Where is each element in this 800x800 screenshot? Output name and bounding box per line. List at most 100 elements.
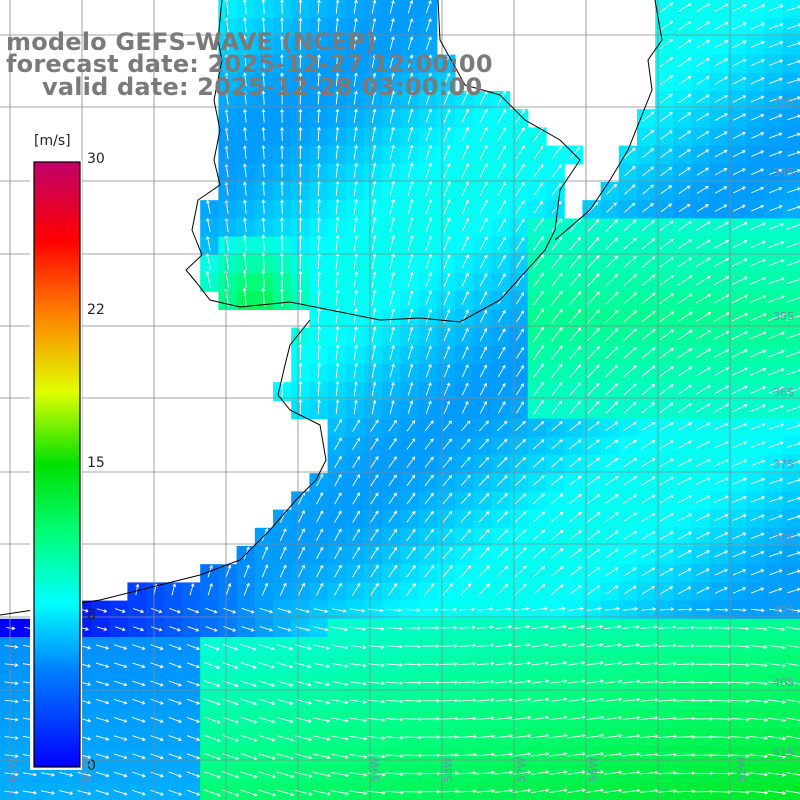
wind-arrow: [371, 145, 376, 160]
wind-arrow-head: [409, 72, 414, 77]
wind-arrow: [262, 17, 265, 33]
wind-arrow-head: [14, 681, 19, 686]
wind-arrow-head: [486, 565, 490, 569]
wind-arrow: [371, 54, 376, 69]
wind-arrow-head: [381, 699, 386, 704]
wind-arrow-head: [596, 291, 600, 296]
wind-arrow: [114, 608, 126, 613]
wind-arrow-head: [354, 198, 359, 203]
wind-arrow: [678, 586, 691, 595]
wind-arrow: [695, 459, 711, 467]
wind-arrow-head: [581, 624, 586, 629]
wind-arrow-head: [279, 234, 284, 239]
wind-arrow-head: [196, 719, 201, 723]
wind-arrow: [515, 255, 525, 269]
wind-arrow-head: [520, 364, 524, 369]
wind-arrow: [495, 608, 511, 611]
wind-arrow-head: [577, 364, 582, 368]
wind-arrow-head: [520, 383, 524, 387]
wind-arrow-head: [400, 772, 405, 777]
wind-arrow-head: [651, 220, 656, 224]
wind-arrow-head: [502, 328, 506, 333]
wind-arrow: [294, 753, 312, 759]
wind-arrow-head: [280, 72, 284, 76]
wind-arrow: [479, 273, 488, 287]
wind-arrow: [186, 680, 200, 686]
wind-arrow: [407, 254, 413, 269]
wind-arrow-head: [196, 737, 201, 742]
wind-arrow-head: [782, 663, 787, 668]
wind-arrow: [713, 385, 729, 395]
wind-arrow: [641, 458, 656, 468]
wind-arrow: [749, 754, 768, 757]
wind-arrow: [677, 513, 692, 522]
lon-label: 55W: [735, 757, 748, 782]
wind-arrow-head: [764, 717, 769, 722]
wind-arrow-head: [723, 149, 728, 154]
wind-arrow: [749, 645, 767, 648]
wind-arrow: [317, 0, 320, 14]
wind-arrow: [731, 736, 750, 739]
wind-arrow: [478, 511, 490, 523]
wind-arrow: [732, 423, 747, 431]
wind-arrow: [407, 345, 413, 360]
wind-arrow-head: [217, 756, 221, 761]
wind-arrow-head: [227, 564, 232, 569]
wind-arrow: [186, 771, 200, 777]
wind-arrow-head: [686, 167, 691, 171]
wind-arrow-head: [595, 400, 600, 405]
wind-arrow-head: [762, 367, 767, 372]
wind-arrow-head: [253, 774, 258, 779]
wind-arrow: [787, 187, 800, 193]
wind-arrow-head: [454, 680, 459, 685]
wind-arrow-head: [317, 307, 321, 312]
wind-arrow-head: [522, 475, 527, 479]
wind-arrow-head: [618, 752, 623, 756]
wind-arrow: [658, 772, 677, 775]
wind-arrow: [732, 40, 747, 49]
wind-arrow: [677, 221, 692, 231]
wind-cell: [273, 782, 292, 800]
wind-arrow-head: [670, 274, 674, 279]
wind-arrow-head: [391, 381, 395, 386]
wind-arrow: [279, 528, 287, 542]
wind-arrow-head: [195, 627, 200, 632]
wind-arrow-head: [356, 437, 360, 442]
wind-arrow: [244, 127, 247, 141]
wind-arrow: [587, 439, 600, 450]
wind-arrow-head: [15, 754, 19, 758]
wind-arrow-head: [564, 788, 568, 793]
wind-arrow: [750, 404, 766, 413]
wind-arrow: [460, 583, 472, 596]
wind-arrow-head: [651, 512, 656, 517]
wind-arrow-head: [709, 789, 714, 794]
wind-arrow-head: [558, 164, 562, 168]
wind-arrow-head: [446, 272, 451, 277]
wind-arrow: [221, 752, 239, 760]
wind-arrow: [348, 772, 367, 776]
wind-arrow: [605, 494, 619, 504]
wind-arrow: [187, 626, 199, 632]
wind-arrow-head: [307, 646, 312, 651]
wind-arrow-head: [596, 493, 601, 498]
wind-arrow-head: [417, 662, 422, 667]
wind-arrow: [353, 235, 357, 251]
wind-arrow: [732, 150, 746, 158]
wind-arrow: [768, 23, 783, 30]
wind-arrow-head: [409, 271, 414, 276]
wind-arrow-head: [724, 477, 729, 481]
wind-arrow-head: [409, 126, 414, 131]
wind-arrow: [695, 239, 711, 249]
wind-arrow-head: [335, 271, 340, 275]
wind-arrow-head: [706, 58, 710, 62]
wind-arrow-head: [527, 715, 532, 720]
wind-arrow: [696, 39, 710, 49]
wind-arrow: [262, 145, 265, 160]
wind-arrow-head: [472, 661, 477, 666]
wind-arrow-head: [280, 181, 284, 185]
wind-arrow-head: [430, 528, 435, 533]
wind-arrow-head: [760, 77, 765, 81]
wind-arrow: [569, 566, 582, 577]
wind-arrow-head: [577, 439, 582, 443]
wind-arrow: [205, 626, 218, 632]
